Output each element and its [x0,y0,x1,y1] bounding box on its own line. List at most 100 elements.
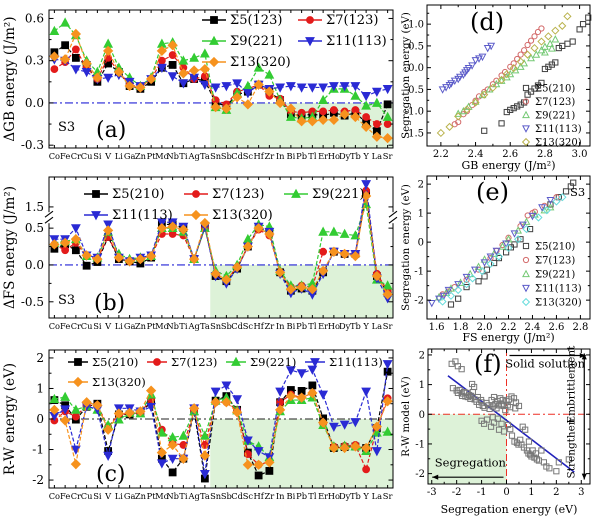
panel-c: -2 -1 0 1 2 Co Fe Cr Cu Si V Li Ga Zn Pt Mo Nb Ti Ag Ta Sn Sb… [0,344,400,516]
x-category-label: Er [318,321,328,331]
x-category-label: Mo [155,151,169,161]
y-tick-label: -0.5 [405,85,424,96]
plot-border [426,4,591,147]
x-category-label: Hf [253,151,264,161]
panel-label: (f) [474,350,502,378]
x-category-label: Sn [210,151,222,161]
legend-label: Σ9(221) [230,34,282,49]
y-tick-label: -0.3 [21,138,44,152]
panel-label: (c) [96,462,126,487]
series-Σ13(320) [49,28,393,144]
scatter-series-Σ5(210) [481,14,592,134]
x-tick-label: 2.8 [537,149,553,160]
x-tick-label: 1.8 [453,322,469,333]
x-category-label: Ti [179,321,188,331]
x-category-label: Cu [81,321,93,331]
y-tick-label: 0.5 [408,41,424,52]
panel-f: -3 -2 -1 0 1 2 3 -2 -1 0 1 2 Segregation energy (eV)… [400,344,600,516]
x-category-label: In [276,321,285,331]
x-category-label: Sb [221,491,232,501]
scatter-series-Σ13(320) [436,12,572,138]
corner-tag: S3 [570,185,585,199]
x-category-label: Zn [135,151,147,161]
x-tick-label: 2.2 [433,149,449,160]
y-tick-label: -2 [32,473,44,487]
x-category-label: Co [49,491,60,501]
x-category-label: Zn [135,321,147,331]
x-tick-label: 0 [503,487,509,498]
x-tick-label: 2.6 [548,322,564,333]
scatter-series-data [448,358,572,475]
x-category-label: Tl [308,321,317,331]
legend: Σ5(210) Σ7(123) Σ9(221) Σ11(113) Σ13(320) [521,84,582,149]
legend: Σ5(210) Σ7(123) Σ9(221) Σ11(113) Σ13(320) [84,187,364,223]
legend-label: Σ13(320) [212,208,273,223]
x-category-label: Dy [339,491,351,501]
y-tick-label: 0.3 [25,54,44,68]
x-category-label: Fe [60,491,70,501]
y-tick-label: 2 [418,180,424,191]
series-Σ13(320) [49,190,393,300]
y-tick-label: -2 [414,296,424,307]
x-category-label: Tb [350,151,361,161]
legend-label: Σ9(221) [312,187,364,202]
y-tick-label: 2 [419,350,425,361]
y-tick-label: 0.0 [25,96,44,110]
legend-label: Σ7(123) [535,97,575,108]
x-category-label: Sr [383,491,393,501]
x-category-label: V [104,491,112,501]
x-category-label: Tb [350,321,361,331]
x-category-label: Si [93,321,102,331]
x-category-label: Ho [328,491,340,501]
x-tick-label: 3.0 [572,149,588,160]
x-category-label: Sc [243,321,254,331]
x-category-label: V [104,151,112,161]
y-tick-label: -1 [32,443,44,457]
strengthen-embrittlement-label: Strengthen [565,418,577,478]
x-category-label: Mo [155,321,169,331]
x-category-label: Er [318,151,328,161]
x-category-label: La [372,491,383,501]
y-tick-label: -0.5 [21,295,44,309]
legend-label: Σ11(113) [112,208,173,223]
y-tick-label: -1 [415,439,425,450]
legend: Σ5(210) Σ7(123) Σ9(221) Σ11(113) Σ13(320) [68,355,383,389]
x-tick-label: 2 [553,487,559,498]
x-category-label: V [104,321,112,331]
x-tick-label: 2.4 [468,149,484,160]
y-tick-label: 0 [419,410,425,421]
x-category-label: Hf [253,321,264,331]
legend-label: Σ9(221) [250,355,296,369]
x-category-label: Sb [221,321,232,331]
x-tick-label: 1.6 [429,322,445,333]
x-category-label: Ho [328,151,340,161]
x-category-label: Fe [60,151,70,161]
corner-tag: S3 [58,293,75,308]
x-category-label: Ga [124,491,136,501]
scatter-series-Σ11(113) [427,196,555,308]
x-category-label: Dy [339,151,351,161]
legend-label: Σ7(123) [535,256,575,267]
x-category-label: Zr [265,491,275,501]
scatter-series-Σ13(320) [438,193,567,306]
panel-label: (d) [470,8,504,36]
x-category-label: Mo [155,491,169,501]
y-tick-label: 0 [36,412,44,426]
y-axis-label: ΔGB energy (J/m²) [2,16,18,141]
chart-seg-vs-gb-energy: 2.2 2.4 2.6 2.8 3.0 -1.5 -1.0 -0.5 0.0 0.5 1.0 GB e… [400,4,592,172]
x-category-label: Pb [296,151,307,161]
x-category-label: Zr [265,151,275,161]
legend-label: Σ11(113) [329,355,383,369]
legend-label: Σ7(123) [326,13,378,28]
x-axis-label: Segregation energy (eV) [441,503,578,516]
y-tick-label: 0.0 [25,258,44,272]
legend-label: Σ11(113) [535,124,582,135]
x-category-label: Pb [296,321,307,331]
x-tick-label: -1 [477,487,487,498]
x-category-label: Sr [383,151,393,161]
x-tick-label: -2 [452,487,462,498]
x-category-label: Ag [187,491,200,501]
